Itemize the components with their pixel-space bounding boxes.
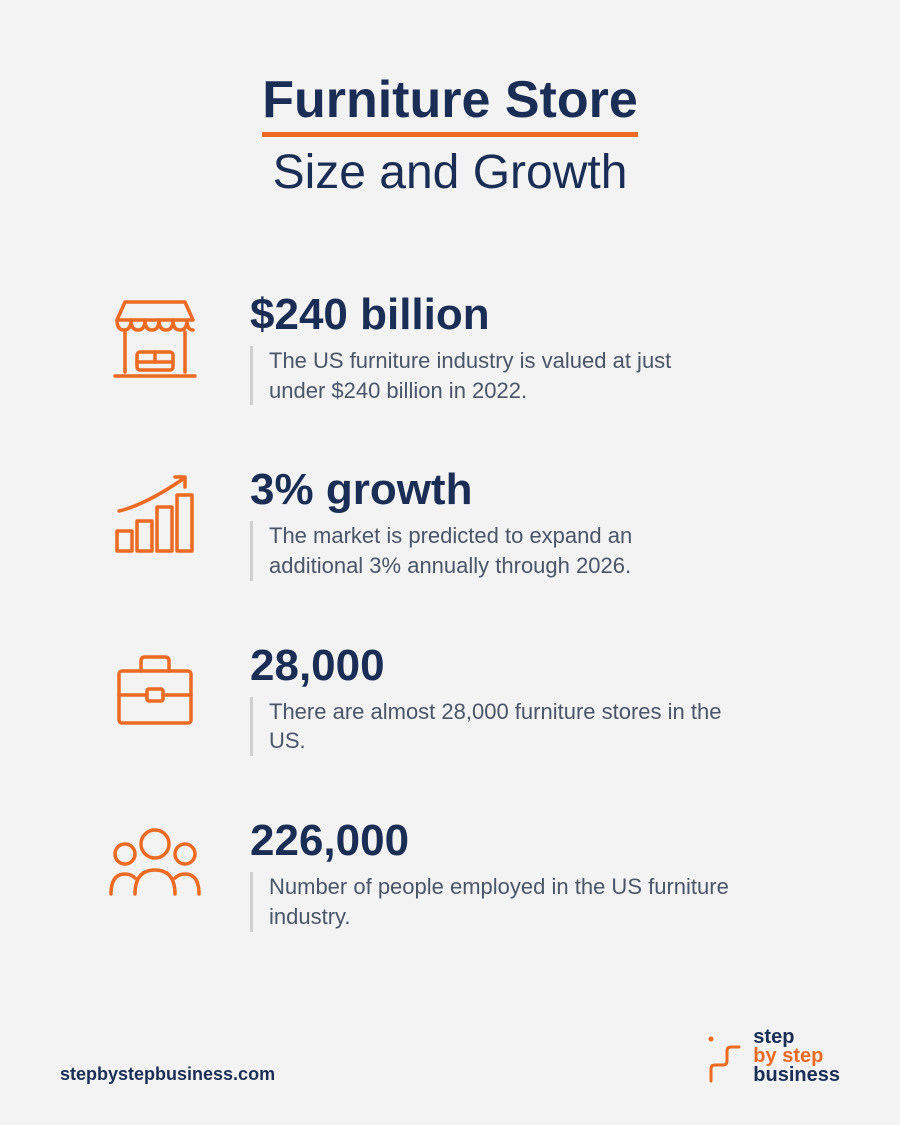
footer-logo: step by step business [707, 1028, 840, 1085]
people-icon [100, 816, 210, 916]
briefcase-icon [100, 641, 210, 741]
stat-headline: 28,000 [250, 641, 820, 691]
title-line1: Furniture Store [262, 70, 638, 137]
stats-list: $240 billion The US furniture industry i… [80, 290, 820, 932]
logo-steps-icon [707, 1029, 747, 1085]
stat-desc: The market is predicted to expand an add… [250, 521, 730, 580]
stat-text: $240 billion The US furniture industry i… [250, 290, 820, 405]
header: Furniture Store Size and Growth [80, 70, 820, 200]
footer-logo-text: step by step business [753, 1028, 840, 1085]
stat-desc: Number of people employed in the US furn… [250, 872, 730, 931]
stat-desc: There are almost 28,000 furniture stores… [250, 697, 730, 756]
stat-desc: The US furniture industry is valued at j… [250, 346, 730, 405]
storefront-icon [100, 290, 210, 390]
title-line2: Size and Growth [80, 145, 820, 200]
stat-headline: $240 billion [250, 290, 820, 340]
stat-text: 226,000 Number of people employed in the… [250, 816, 820, 931]
footer-url: stepbystepbusiness.com [60, 1064, 275, 1085]
stat-row: 3% growth The market is predicted to exp… [100, 465, 820, 580]
stat-row: $240 billion The US furniture industry i… [100, 290, 820, 405]
stat-row: 226,000 Number of people employed in the… [100, 816, 820, 931]
stat-headline: 226,000 [250, 816, 820, 866]
stat-text: 3% growth The market is predicted to exp… [250, 465, 820, 580]
logo-word-business: business [753, 1066, 840, 1085]
stat-headline: 3% growth [250, 465, 820, 515]
growth-chart-icon [100, 465, 210, 565]
stat-text: 28,000 There are almost 28,000 furniture… [250, 641, 820, 756]
footer: stepbystepbusiness.com step by step busi… [60, 1028, 840, 1085]
stat-row: 28,000 There are almost 28,000 furniture… [100, 641, 820, 756]
